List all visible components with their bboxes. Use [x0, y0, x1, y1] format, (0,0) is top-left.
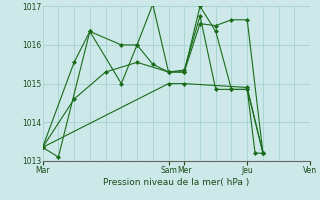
X-axis label: Pression niveau de la mer( hPa ): Pression niveau de la mer( hPa ): [103, 178, 250, 187]
